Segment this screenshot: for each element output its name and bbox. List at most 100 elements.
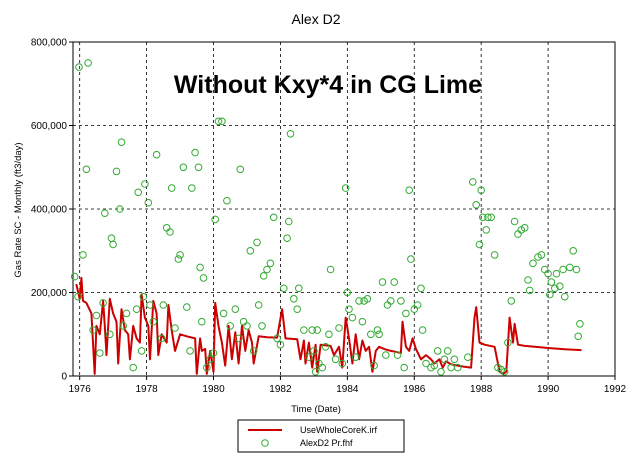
data-point: [157, 334, 166, 343]
x-tick-label: 1986: [403, 384, 426, 395]
y-tick-label: 400,000: [31, 205, 68, 216]
data-point: [119, 322, 127, 330]
series-simulated-line: [75, 276, 582, 375]
data-point: [286, 130, 295, 138]
data-point: [269, 213, 278, 222]
data-point: [122, 309, 131, 318]
data-point: [437, 368, 445, 376]
data-point: [343, 288, 352, 297]
data-point: [194, 163, 203, 172]
legend-label-markers: AlexD2 Pr.fhf: [300, 438, 353, 448]
data-point: [544, 269, 552, 278]
data-point: [479, 213, 487, 222]
data-point: [116, 205, 124, 213]
data-point: [82, 165, 91, 174]
data-point: [99, 299, 107, 307]
data-point: [308, 326, 317, 334]
data-point: [139, 292, 148, 301]
data-point: [484, 213, 492, 222]
data-point: [397, 297, 405, 305]
data-point: [529, 259, 537, 268]
data-point: [167, 184, 176, 192]
data-point: [266, 259, 275, 268]
data-point: [276, 340, 285, 349]
x-tick-label: 1980: [202, 384, 225, 395]
data-point: [510, 217, 519, 226]
data-point: [422, 359, 430, 368]
data-point: [285, 217, 293, 226]
data-point: [226, 322, 234, 330]
series-line-path: [75, 276, 582, 375]
data-point: [263, 265, 271, 274]
data-point: [387, 297, 395, 305]
data-point: [273, 334, 281, 343]
data-point: [203, 363, 211, 372]
data-point: [249, 347, 258, 355]
data-point: [370, 361, 378, 370]
data-point: [454, 363, 462, 372]
data-point: [75, 63, 83, 71]
data-point: [469, 178, 477, 186]
data-point: [199, 274, 208, 282]
data-point: [576, 320, 584, 328]
data-point: [390, 278, 399, 286]
data-point: [443, 347, 452, 355]
data-point: [407, 255, 415, 263]
data-point: [335, 324, 343, 332]
data-point: [84, 59, 92, 67]
data-point: [179, 163, 188, 172]
chart-annotation: Without Kxy*4 in CG Lime: [174, 71, 482, 99]
data-point: [547, 278, 556, 286]
data-point: [400, 363, 409, 372]
data-point: [254, 301, 263, 309]
data-point: [524, 276, 532, 284]
data-point: [326, 265, 335, 274]
data-point: [433, 347, 442, 355]
data-point: [211, 215, 219, 224]
data-point: [321, 343, 330, 351]
data-point: [310, 347, 318, 355]
data-point: [283, 234, 291, 242]
data-point: [504, 338, 512, 347]
data-point: [440, 355, 449, 364]
data-point: [405, 186, 414, 194]
data-point: [546, 290, 554, 299]
data-point: [373, 326, 382, 334]
data-point: [313, 326, 322, 334]
data-point: [214, 117, 223, 126]
series-observed-markers: [70, 59, 584, 376]
x-tick-label: 1988: [470, 384, 493, 395]
data-point: [355, 297, 363, 305]
data-point: [258, 322, 266, 330]
data-point: [482, 226, 491, 234]
data-point: [393, 351, 402, 359]
data-point: [149, 317, 158, 326]
data-point: [477, 186, 486, 194]
data-point: [134, 188, 142, 197]
data-point: [198, 317, 206, 326]
data-point: [561, 292, 569, 301]
x-axis-label: Time (Date): [291, 404, 341, 415]
data-point: [318, 363, 327, 372]
data-point: [188, 184, 196, 192]
chart-title: Alex D2: [291, 11, 340, 27]
data-point: [209, 349, 218, 357]
x-tick-label: 1982: [269, 384, 292, 395]
x-tick-label: 1978: [135, 384, 158, 395]
data-point: [348, 313, 357, 322]
data-point: [375, 330, 383, 339]
data-point: [363, 295, 372, 303]
data-point: [166, 228, 174, 236]
data-point: [129, 363, 137, 372]
data-point: [500, 368, 509, 376]
data-point: [236, 165, 245, 174]
y-axis-label: Gas Rate SC - Monthly (ft3/day): [13, 142, 24, 277]
data-point: [559, 265, 567, 274]
data-point: [186, 347, 194, 355]
data-point: [417, 284, 425, 293]
data-point: [382, 351, 390, 359]
data-point: [176, 251, 184, 259]
data-point: [79, 251, 87, 259]
legend: UseWholeCoreK.irf AlexD2 Pr.fhf: [237, 419, 405, 453]
